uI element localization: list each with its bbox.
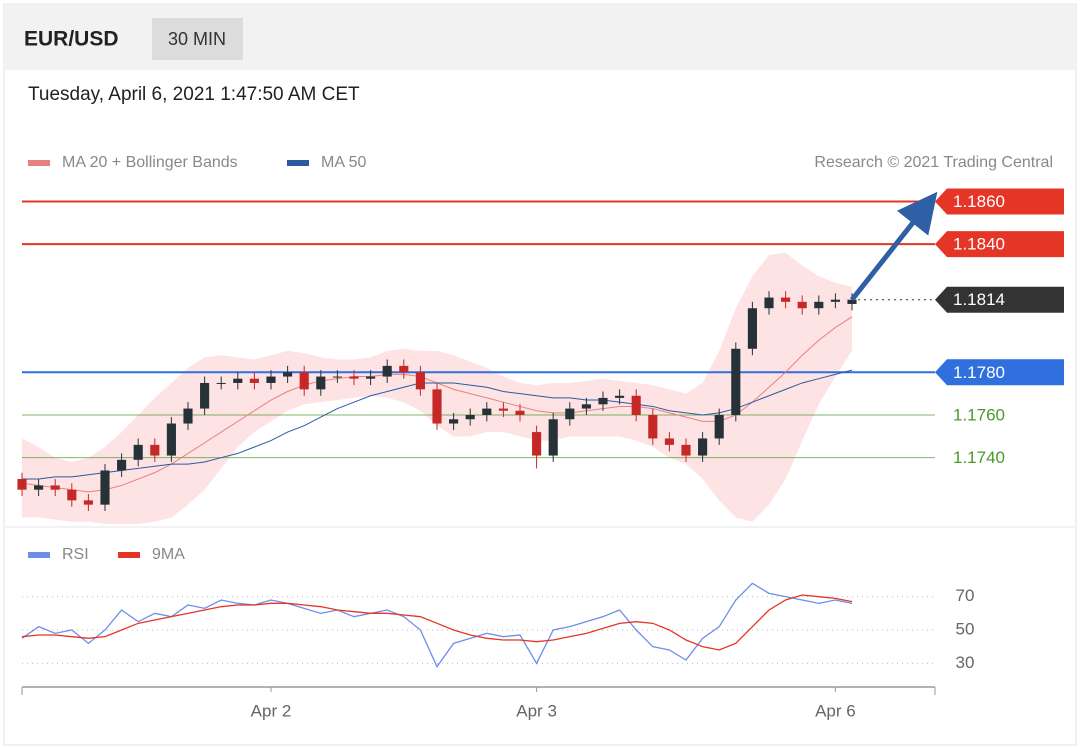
candle-body (266, 376, 276, 383)
y-tick-label: 70 (956, 586, 975, 605)
level-label: 1.1760 (953, 405, 1005, 424)
level-label: 1.1860 (953, 192, 1005, 211)
candle-body (50, 485, 60, 490)
frame (3, 3, 1077, 746)
candle-body (100, 470, 110, 505)
candle-body (498, 408, 508, 411)
level-label: 1.1814 (953, 290, 1005, 309)
level-label: 1.1780 (953, 363, 1005, 382)
candle-body (482, 408, 492, 415)
candle-body (598, 397, 608, 405)
interval-badge[interactable] (152, 18, 243, 60)
candle-body (714, 414, 724, 439)
candle-body (731, 348, 741, 415)
x-tick-label: Apr 3 (516, 701, 557, 720)
candle-body (847, 299, 857, 304)
level-badge (935, 231, 1064, 258)
candle-body (183, 408, 193, 424)
candle-body (216, 382, 226, 384)
legend-label: MA 20 + Bollinger Bands (62, 154, 238, 171)
candle-body (67, 489, 77, 501)
candle-body (648, 414, 658, 439)
timestamp: Tuesday, April 6, 2021 1:47:50 AM CET (28, 84, 360, 105)
legend-label: RSI (62, 546, 89, 563)
candle-body (814, 301, 824, 309)
candle-body (83, 500, 93, 505)
candle-body (830, 299, 840, 302)
y-tick-label: 50 (956, 619, 975, 638)
candle-body (698, 438, 708, 456)
candle-body (631, 395, 641, 415)
credit: Research © 2021 Trading Central (814, 154, 1053, 171)
legend-swatch (287, 160, 309, 166)
candle-body (747, 308, 757, 349)
candle-body (548, 419, 558, 456)
candle-body (664, 438, 674, 445)
candle-body (764, 297, 774, 309)
y-tick-label: 30 (956, 653, 975, 672)
candle-body (532, 432, 542, 456)
candle-body (615, 395, 625, 398)
candle-body (166, 423, 176, 456)
candle-body (299, 372, 309, 390)
candle-body (332, 376, 342, 378)
candle-body (382, 365, 392, 377)
indicator-line (21, 582, 853, 668)
forecast-arrow (850, 191, 938, 302)
x-tick-label: Apr 2 (251, 701, 292, 720)
candle-body (34, 485, 44, 490)
candle-body (249, 378, 259, 383)
candle-body (283, 372, 293, 377)
legend-swatch (28, 552, 50, 558)
legend-swatch (28, 160, 50, 166)
level-badge (935, 359, 1064, 386)
candle-body (399, 365, 409, 373)
candle-body (133, 444, 143, 460)
legend-label: MA 50 (321, 154, 366, 171)
candle-body (415, 372, 425, 390)
candle-body (349, 376, 359, 379)
candle-body (200, 382, 210, 409)
moving-average (22, 369, 853, 480)
candle-body (515, 410, 525, 415)
x-tick-label: Apr 6 (815, 701, 856, 720)
candle-body (681, 444, 691, 456)
candle-body (465, 414, 475, 420)
indicator-line (21, 594, 853, 651)
candle-body (316, 376, 326, 390)
candle-body (17, 479, 27, 490)
legend-swatch (118, 552, 140, 558)
candle-body (781, 297, 791, 302)
level-badge (935, 188, 1064, 215)
candle-body (797, 301, 807, 309)
level-badge (935, 286, 1064, 313)
candle-body (565, 408, 575, 420)
candle-body (581, 404, 591, 409)
symbol: EUR/USD (24, 28, 119, 51)
candle-body (150, 444, 160, 456)
candle-body (117, 459, 127, 471)
legend-label: 9MA (152, 546, 185, 563)
interval[interactable]: 30 MIN (168, 29, 226, 49)
level-label: 1.1840 (953, 235, 1005, 254)
candle-body (366, 376, 376, 379)
candle-body (449, 419, 459, 424)
candle-body (432, 389, 442, 424)
candle-body (233, 378, 243, 383)
level-label: 1.1740 (953, 448, 1005, 467)
